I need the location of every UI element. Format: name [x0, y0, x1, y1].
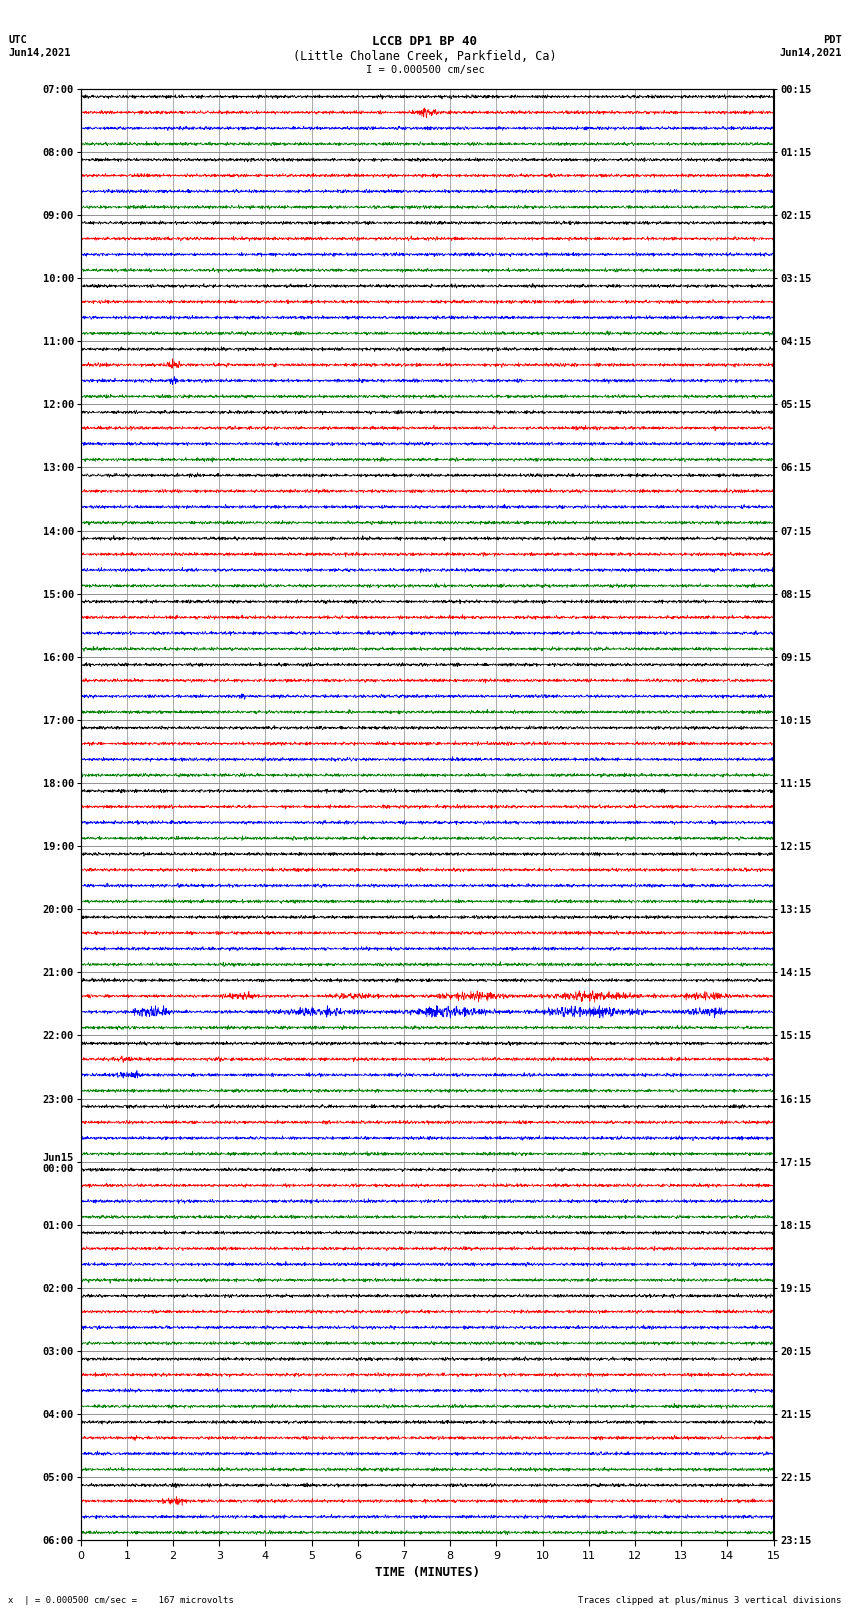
X-axis label: TIME (MINUTES): TIME (MINUTES)	[375, 1566, 479, 1579]
Text: Jun14,2021: Jun14,2021	[8, 48, 71, 58]
Text: I = 0.000500 cm/sec: I = 0.000500 cm/sec	[366, 65, 484, 74]
Text: Jun14,2021: Jun14,2021	[779, 48, 842, 58]
Text: PDT: PDT	[823, 35, 842, 45]
Text: x  | = 0.000500 cm/sec =    167 microvolts: x | = 0.000500 cm/sec = 167 microvolts	[8, 1595, 235, 1605]
Text: LCCB DP1 BP 40: LCCB DP1 BP 40	[372, 35, 478, 48]
Text: (Little Cholane Creek, Parkfield, Ca): (Little Cholane Creek, Parkfield, Ca)	[293, 50, 557, 63]
Text: Traces clipped at plus/minus 3 vertical divisions: Traces clipped at plus/minus 3 vertical …	[578, 1595, 842, 1605]
Text: UTC: UTC	[8, 35, 27, 45]
